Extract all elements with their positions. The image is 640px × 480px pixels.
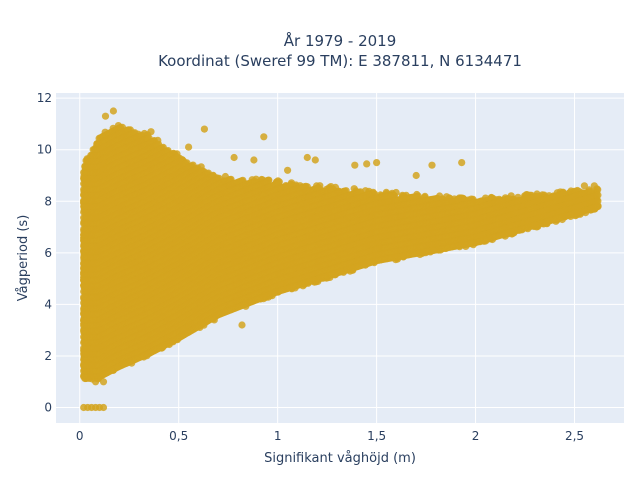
data-points <box>80 107 602 412</box>
